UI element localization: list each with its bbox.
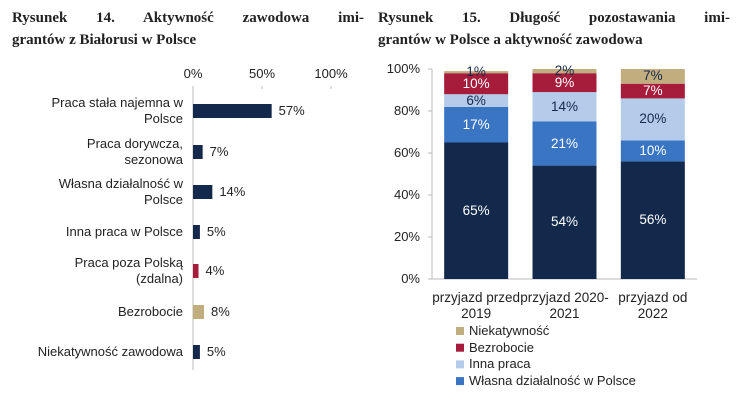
- x-tick-label: przyjazd przed 2019: [432, 290, 521, 321]
- value-label: 54%: [550, 214, 579, 230]
- category-label: Bezrobocie: [117, 304, 183, 319]
- bar: [193, 264, 199, 278]
- x-tick-label: 100%: [314, 66, 348, 81]
- value-label: 14%: [219, 184, 246, 199]
- bar-segment: [444, 73, 509, 95]
- bar-segment: [620, 140, 685, 162]
- legend-swatch: [456, 377, 464, 386]
- y-tick-label: 20%: [393, 229, 420, 244]
- value-label: 7%: [643, 68, 663, 84]
- y-tick-label: 40%: [393, 187, 420, 202]
- legend-swatch: [456, 360, 464, 369]
- chart-title: Rysunek 15. Długość pozostawania imi-: [378, 10, 730, 26]
- y-tick-label: 0%: [401, 271, 420, 286]
- bar-segment: [620, 161, 685, 279]
- legend-swatch: [456, 327, 464, 335]
- value-label: 10%: [639, 142, 667, 158]
- legend-label: Niekatywność: [469, 323, 550, 338]
- value-label: 56%: [639, 212, 667, 228]
- chart-title: grantów z Białorusi w Polsce: [12, 32, 197, 48]
- category-label: Inna praca w Polsce: [65, 224, 183, 239]
- value-label: 20%: [639, 111, 667, 127]
- bar: [193, 145, 203, 159]
- category-label: Niekatywność zawodowa: [37, 344, 183, 359]
- value-label: 4%: [205, 263, 225, 278]
- bar: [193, 305, 205, 319]
- bar-segment: [444, 71, 509, 74]
- value-label: 1%: [466, 64, 486, 80]
- value-label: 2%: [554, 63, 575, 79]
- bar: [193, 104, 272, 118]
- y-tick-label: 80%: [393, 103, 420, 118]
- y-tick-label: 60%: [393, 145, 420, 160]
- legend-label: Bezrobocie: [469, 339, 535, 355]
- x-tick-label: przyjazd od 2022: [618, 290, 688, 321]
- bar-segment: [444, 94, 509, 107]
- bar-segment: [444, 106, 509, 143]
- bar: [193, 225, 200, 239]
- bar-segment: [532, 73, 597, 93]
- category-label: Praca stała najemna w Polsce: [51, 95, 183, 126]
- value-label: 5%: [206, 344, 226, 359]
- value-label: 6%: [466, 92, 486, 108]
- value-label: 5%: [206, 224, 226, 239]
- bar-segment: [532, 121, 597, 166]
- bar-segment: [620, 69, 685, 84]
- x-tick-label: 50%: [248, 66, 276, 81]
- x-tick-label: przyjazd 2020- 2021: [520, 290, 609, 321]
- bar-segment: [532, 165, 597, 279]
- value-label: 57%: [278, 103, 305, 118]
- value-label: 7%: [209, 144, 229, 159]
- bar: [193, 185, 213, 199]
- bar-segment: [620, 83, 685, 99]
- value-label: 9%: [554, 74, 575, 90]
- category-label: Praca poza Polską (zdalna): [74, 255, 183, 286]
- bar-segment: [620, 98, 685, 141]
- bar-segment: [532, 69, 597, 74]
- bar: [193, 345, 200, 359]
- value-label: 21%: [550, 135, 579, 151]
- legend-label: Własna działalność w Polsce: [469, 373, 636, 389]
- y-tick-label: 100%: [386, 61, 420, 76]
- legend-swatch: [456, 343, 464, 352]
- value-label: 7%: [643, 83, 663, 99]
- legend-label: Inna praca: [469, 356, 531, 372]
- x-tick-label: 0%: [183, 66, 203, 81]
- bar-segment: [532, 92, 597, 122]
- value-label: 8%: [211, 304, 230, 319]
- bar-segment: [444, 142, 509, 279]
- value-label: 10%: [462, 75, 490, 91]
- category-label: Własna działalność w Polsce: [58, 176, 183, 207]
- value-label: 17%: [462, 116, 490, 132]
- category-label: Praca dorywcza, sezonowa: [86, 136, 183, 167]
- chart-title: Rysunek 14. Aktywność zawodowa imi-: [12, 10, 364, 26]
- chart-title: grantów w Polsce a aktywność zawodowa: [378, 32, 643, 48]
- value-label: 14%: [550, 98, 579, 114]
- value-label: 65%: [462, 202, 490, 218]
